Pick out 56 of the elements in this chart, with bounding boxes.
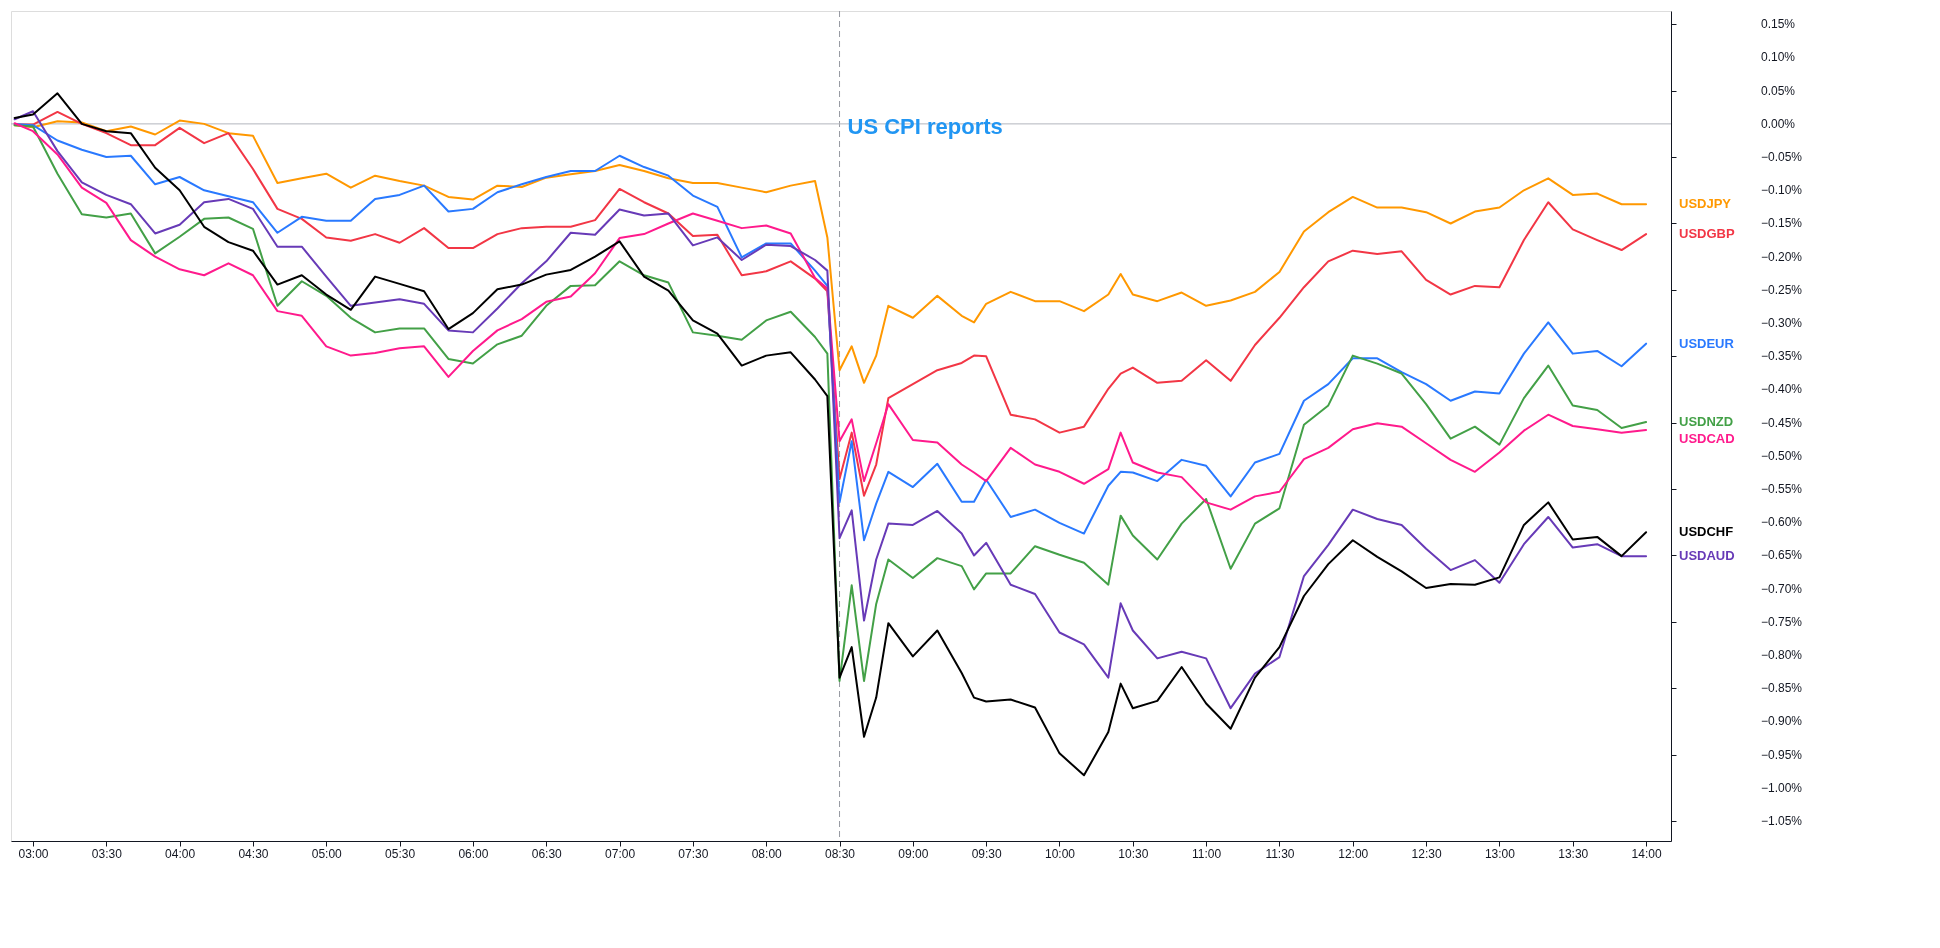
x-tick-label: 13:00 [1484,846,1516,861]
text: USDCHF [1679,524,1734,540]
y-tick-label: −0.70% [1761,581,1803,596]
y-tick-label: −0.15% [1761,216,1803,231]
text: USDNZD [1679,414,1734,430]
x-tick-label: 03:00 [18,846,49,861]
y-tick-label: −0.10% [1761,183,1803,198]
x-tick-label: 04:00 [165,846,196,861]
y-tick-label: −0.85% [1761,681,1803,696]
y-tick-label: −0.60% [1761,515,1803,530]
y-tick-label: 0.15% [1761,17,1796,32]
x-tick-label: 05:30 [385,846,416,861]
x-tick-label: 09:30 [971,846,1003,861]
y-tick-label: −0.40% [1761,382,1803,397]
y-tick-label: −1.05% [1761,814,1803,829]
y-tick-label: 0.05% [1761,83,1796,98]
x-tick-label: 14:00 [1631,846,1662,861]
x-tick-label: 06:30 [531,846,563,861]
y-tick-label: −0.95% [1761,747,1803,762]
x-tick-label: 10:30 [1118,846,1149,861]
y-tick-label: −0.55% [1761,482,1803,497]
x-tick-label: 04:30 [238,846,269,861]
x-tick-label: 09:00 [898,846,929,861]
y-tick-label: −0.35% [1761,349,1803,364]
y-tick-label: −0.20% [1761,249,1803,264]
x-tick-label: 08:00 [751,846,783,861]
y-tick-label: −0.90% [1761,714,1803,729]
x-tick-label: 07:00 [605,846,636,861]
x-tick-label: 07:30 [678,846,709,861]
y-tick-label: 0.00% [1761,116,1796,131]
text: USDCAD [1679,431,1735,447]
x-tick-label: 06:00 [458,846,489,861]
x-tick-label: 11:00 [1192,846,1222,861]
y-tick-label: −0.45% [1761,415,1803,430]
text: USDEUR [1679,335,1735,351]
y-tick-label: −0.30% [1761,316,1803,331]
y-tick-label: 0.10% [1761,50,1796,65]
y-tick-label: −0.75% [1761,614,1803,629]
y-tick-label: −0.80% [1761,648,1803,663]
ref-line-label: US CPI reports [847,114,1003,140]
y-tick-label: −0.05% [1761,150,1803,165]
text: USDGBP [1679,226,1735,242]
x-tick-label: 12:00 [1338,846,1369,861]
x-tick-label: 11:30 [1265,846,1295,861]
y-tick-label: −0.25% [1761,282,1803,297]
x-tick-label: 03:30 [91,846,123,861]
x-tick-label: 10:00 [1044,846,1076,861]
text: USDAUD [1679,548,1735,564]
y-tick-label: −0.65% [1761,548,1803,563]
x-tick-label: 12:30 [1411,846,1442,861]
x-tick-label: 05:00 [311,846,343,861]
x-tick-label: 08:30 [825,846,856,861]
x-tick-label: 13:30 [1558,846,1589,861]
y-tick-label: −0.50% [1761,448,1803,463]
y-tick-label: −1.00% [1761,780,1803,795]
text: USDJPY [1679,196,1732,212]
